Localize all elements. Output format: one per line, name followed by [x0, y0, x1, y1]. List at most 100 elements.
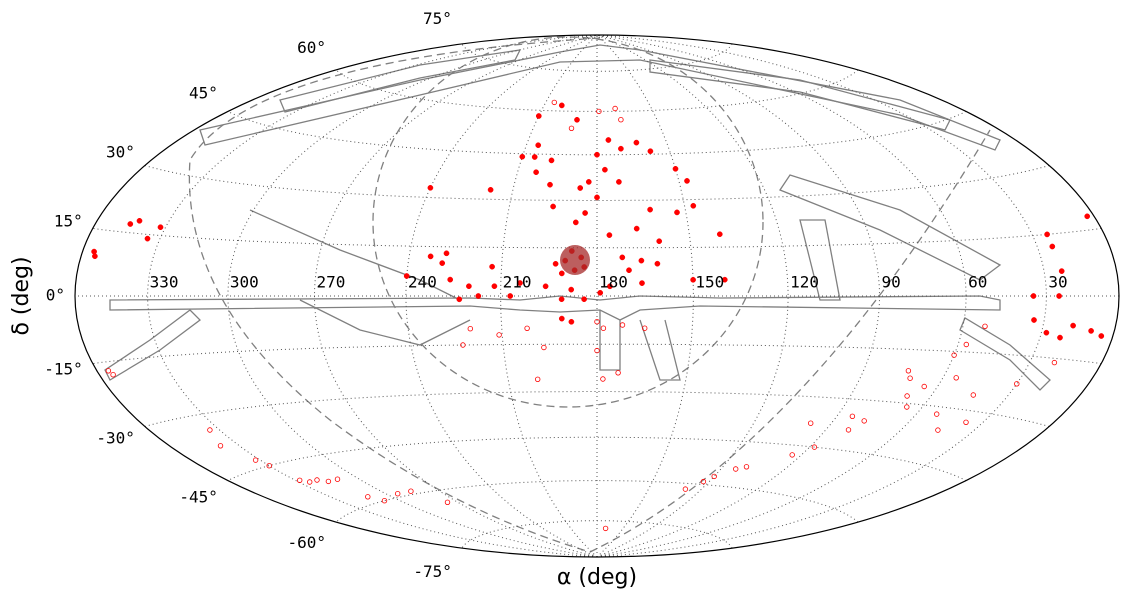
- filled-marker: [1088, 328, 1094, 334]
- contour: [104, 174, 1051, 391]
- open-marker: [1051, 359, 1058, 366]
- filled-marker: [92, 253, 98, 260]
- x-tick-label: 330: [150, 273, 179, 292]
- open-marker: [619, 322, 626, 328]
- filled-marker: [574, 116, 580, 123]
- open-marker: [905, 368, 912, 374]
- filled-marker: [1044, 231, 1050, 238]
- filled-marker: [91, 248, 97, 255]
- filled-marker: [638, 257, 645, 264]
- contour: [109, 295, 1001, 321]
- open-marker: [460, 342, 466, 348]
- filled-marker: [597, 289, 604, 296]
- filled-marker: [531, 154, 538, 160]
- open-marker: [845, 427, 852, 433]
- filled-marker: [558, 296, 565, 303]
- filled-marker: [558, 102, 565, 109]
- y-tick-label: 60°: [297, 38, 326, 57]
- filled-marker: [568, 286, 575, 293]
- open-marker: [551, 99, 557, 106]
- filled-marker: [517, 280, 523, 286]
- filled-marker: [127, 221, 134, 227]
- filled-marker: [619, 254, 626, 261]
- filled-marker: [1030, 293, 1037, 299]
- filled-marker: [605, 137, 612, 143]
- open-marker: [334, 476, 341, 482]
- filled-marker: [616, 179, 622, 185]
- filled-marker: [716, 231, 723, 238]
- open-marker: [266, 463, 272, 469]
- open-marker: [105, 368, 112, 374]
- open-marker: [600, 325, 607, 331]
- filled-marker: [439, 260, 446, 266]
- filled-marker: [684, 178, 690, 184]
- open-marker: [963, 341, 969, 348]
- y-tick-label: -45°: [179, 488, 218, 507]
- contour: [199, 44, 1001, 151]
- grid-line: [147, 34, 598, 558]
- filled-marker: [721, 276, 728, 283]
- filled-marker: [403, 273, 410, 279]
- open-marker: [682, 486, 689, 492]
- filled-marker: [535, 113, 542, 119]
- filled-marker: [674, 209, 680, 216]
- filled-marker: [1084, 213, 1091, 220]
- x-tick-label: 210: [503, 273, 532, 292]
- filled-marker: [558, 315, 565, 322]
- filled-marker: [1070, 322, 1076, 329]
- x-tick-label: 60: [968, 273, 987, 292]
- y-axis-label: δ (deg): [9, 256, 34, 335]
- open-marker: [970, 392, 976, 398]
- filled-marker: [456, 296, 463, 303]
- filled-marker: [427, 184, 434, 191]
- open-marker: [849, 413, 856, 419]
- filled-marker: [487, 186, 494, 193]
- open-marker: [217, 443, 224, 449]
- filled-marker: [633, 225, 640, 232]
- filled-marker: [443, 250, 450, 257]
- y-tick-label: 0°: [46, 286, 65, 305]
- open-marker: [297, 477, 303, 483]
- open-marker: [904, 393, 910, 399]
- filled-marker: [1057, 334, 1063, 341]
- filled-marker: [427, 253, 434, 260]
- footprint-contours: [104, 44, 1051, 391]
- open-marker: [365, 494, 371, 500]
- y-tick-label: -15°: [44, 360, 83, 379]
- open-marker: [904, 404, 910, 410]
- y-tick-label: 75°: [423, 9, 452, 28]
- filled-marker: [639, 280, 645, 286]
- filled-marker: [594, 151, 600, 158]
- open-marker: [596, 108, 602, 115]
- open-marker: [524, 325, 530, 331]
- filled-marker: [547, 181, 553, 188]
- open-marker: [602, 525, 609, 532]
- open-marker: [314, 477, 320, 483]
- filled-marker: [447, 276, 454, 283]
- markers: [91, 99, 1105, 532]
- filled-marker: [585, 179, 592, 185]
- open-marker: [395, 491, 401, 497]
- filled-marker: [602, 166, 608, 173]
- sky-boundary: [74, 34, 1120, 558]
- y-tick-label: 15°: [54, 211, 83, 230]
- x-tick-label: 30: [1048, 273, 1067, 292]
- filled-marker: [548, 157, 555, 164]
- x-tick-label: 180: [599, 273, 628, 292]
- open-marker: [808, 420, 814, 426]
- x-tick-label: 270: [316, 273, 345, 292]
- open-marker: [789, 452, 795, 458]
- open-marker: [618, 116, 624, 123]
- filled-marker: [607, 283, 613, 290]
- cluster-region: [560, 245, 590, 275]
- open-marker: [541, 344, 547, 351]
- filled-marker: [1058, 268, 1065, 274]
- filled-marker: [558, 270, 565, 277]
- filled-marker: [656, 238, 663, 245]
- filled-marker: [1031, 317, 1037, 323]
- open-marker: [568, 125, 575, 131]
- filled-marker: [606, 232, 613, 238]
- x-tick-label: 150: [695, 273, 724, 292]
- grid-line: [227, 436, 967, 482]
